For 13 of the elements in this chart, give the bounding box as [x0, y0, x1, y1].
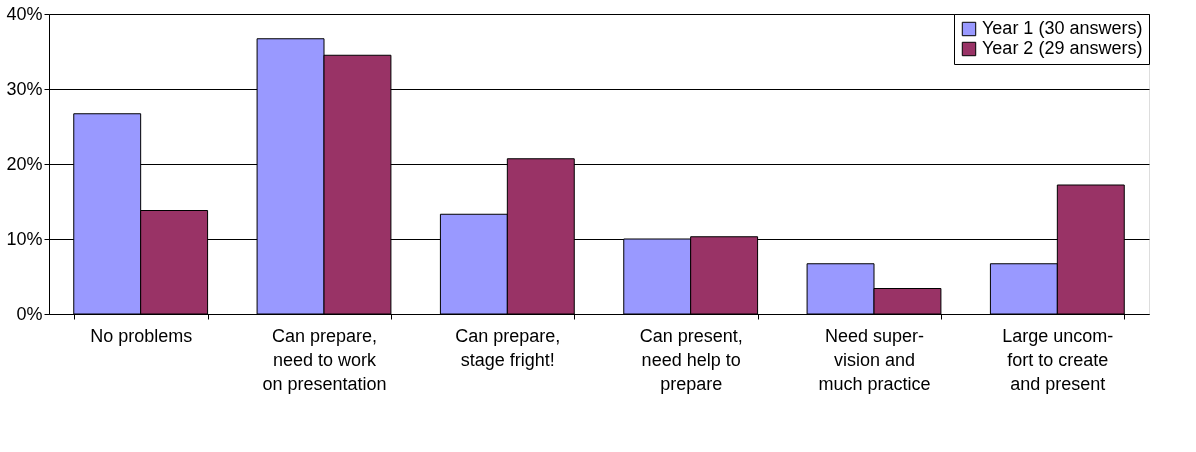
x-tick-label: Can prepare, need to work on presentation	[262, 325, 387, 394]
x-tick-label: Can prepare, stage fright!	[455, 325, 561, 370]
legend-label: Year 1 (30 answers)	[982, 18, 1143, 38]
y-tick-label: 20%	[6, 153, 43, 174]
x-tick-label: Need super- vision and much practice	[818, 325, 931, 394]
y-tick-label: 40%	[6, 3, 43, 24]
x-tick-label: No problems	[90, 325, 193, 346]
y-tick-label: 0%	[16, 303, 43, 324]
legend-label: Year 2 (29 answers)	[982, 38, 1143, 58]
x-tick-label: Can present, need help to prepare	[639, 325, 743, 394]
y-tick-label: 10%	[6, 228, 43, 249]
x-tick-label: Large uncom- fort to create and present	[1002, 325, 1114, 394]
y-tick-label: 30%	[6, 78, 43, 99]
